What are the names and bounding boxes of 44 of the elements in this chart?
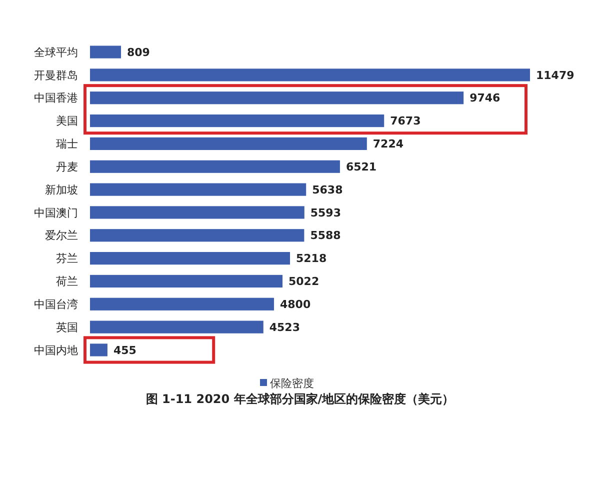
y-tick-label: 荷兰 — [56, 275, 78, 288]
bar — [90, 137, 367, 150]
y-tick-label: 中国澳门 — [34, 206, 78, 220]
data-label: 5588 — [310, 229, 341, 242]
bar — [90, 68, 530, 82]
y-tick-label: 丹麦 — [56, 160, 78, 174]
legend-label: 保险密度 — [270, 376, 314, 390]
data-label: 6521 — [346, 160, 377, 174]
bar — [90, 229, 304, 242]
y-tick-label: 开曼群岛 — [34, 68, 78, 82]
y-tick-label: 瑞士 — [56, 138, 78, 151]
y-tick-label: 爱尔兰 — [45, 229, 78, 242]
y-tick-label: 新加坡 — [45, 183, 78, 196]
data-label: 809 — [127, 46, 150, 59]
bar — [90, 114, 384, 128]
bar — [90, 274, 282, 288]
data-label: 11479 — [536, 68, 574, 82]
text: 图 1-11 2020 年全球部分国家/地区的保险密度（美元） — [146, 392, 454, 406]
bar — [90, 344, 108, 356]
y-tick-label: 美国 — [56, 114, 78, 128]
y-tick-label: 中国台湾 — [34, 298, 78, 311]
data-label: 7224 — [372, 138, 404, 151]
bar — [90, 46, 122, 58]
data-label: 4523 — [269, 320, 300, 334]
y-tick-label: 全球平均 — [34, 46, 78, 59]
bar — [90, 160, 340, 173]
data-label: 5638 — [312, 183, 343, 196]
y-tick-label: 芬兰 — [56, 252, 78, 266]
data-label: 5218 — [296, 252, 327, 266]
bar — [90, 320, 264, 334]
data-label: 455 — [113, 344, 136, 357]
data-label: 9746 — [470, 92, 501, 105]
bar — [90, 298, 274, 310]
bar — [90, 92, 464, 104]
bar — [90, 252, 290, 265]
data-label: 4800 — [280, 298, 311, 311]
bar — [90, 183, 306, 196]
y-tick-label: 中国香港 — [34, 92, 78, 105]
data-label: 7673 — [390, 114, 421, 128]
y-tick-label: 中国内地 — [34, 344, 78, 357]
y-tick-label: 英国 — [56, 320, 78, 334]
bar — [90, 206, 304, 219]
data-label: 5022 — [288, 275, 320, 288]
data-label: 5593 — [310, 206, 342, 220]
